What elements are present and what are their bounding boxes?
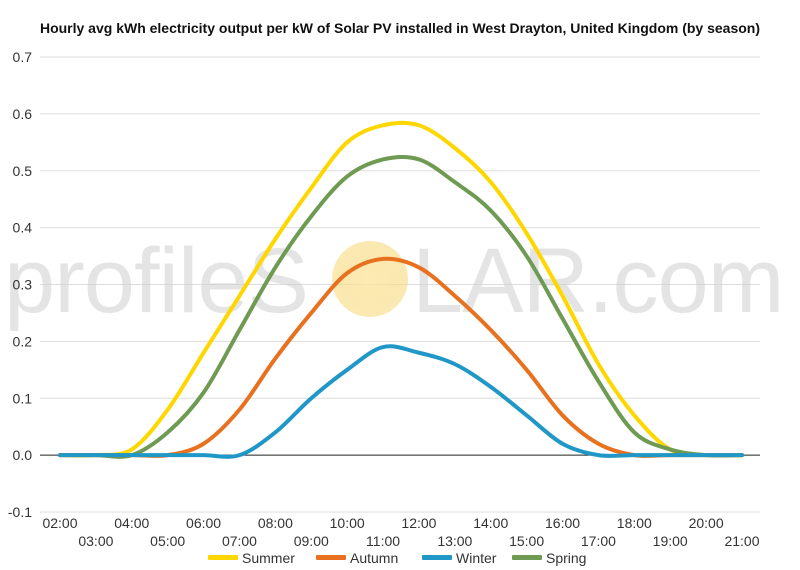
legend-label-autumn: Autumn <box>350 550 398 566</box>
series-line-summer <box>58 120 744 458</box>
x-tick-label: 12:00 <box>401 515 436 531</box>
x-tick-label: 08:00 <box>258 515 293 531</box>
x-tick-label: 04:00 <box>114 515 149 531</box>
legend-label-spring: Spring <box>546 550 586 566</box>
chart-title: Hourly avg kWh electricity output per kW… <box>40 20 760 36</box>
legend-swatch-spring <box>512 555 542 560</box>
watermark: profileS LAR.com <box>4 230 784 332</box>
series-line-winter <box>58 344 744 459</box>
x-tick-label: 15:00 <box>509 533 544 549</box>
legend-swatch-winter <box>422 555 452 560</box>
x-tick-label: 10:00 <box>330 515 365 531</box>
x-axis: 02:0003:0004:0005:0006:0007:0008:0009:00… <box>42 515 759 549</box>
x-tick-label: 17:00 <box>581 533 616 549</box>
y-tick-label: 0.1 <box>13 390 33 406</box>
legend-swatch-summer <box>208 555 238 560</box>
y-tick-label: 0.4 <box>13 220 33 236</box>
x-tick-label: 18:00 <box>617 515 652 531</box>
x-tick-label: 16:00 <box>545 515 580 531</box>
legend-swatch-autumn <box>316 555 346 560</box>
x-tick-label: 03:00 <box>78 533 113 549</box>
y-tick-label: 0.7 <box>13 49 33 65</box>
x-tick-label: 07:00 <box>222 533 257 549</box>
y-axis: -0.1 0.0 0.1 0.2 0.3 0.4 0.5 0.6 0.7 <box>8 49 32 520</box>
x-tick-label: 11:00 <box>366 533 400 549</box>
y-tick-label: 0.0 <box>13 447 33 463</box>
legend: Summer Autumn Winter Spring <box>208 550 586 566</box>
watermark-text-left: profileS <box>4 230 308 332</box>
y-tick-label: -0.1 <box>8 504 32 520</box>
x-tick-label: 20:00 <box>689 515 724 531</box>
series-line-spring <box>58 154 744 459</box>
legend-label-summer: Summer <box>242 550 295 566</box>
x-tick-label: 06:00 <box>186 515 221 531</box>
x-tick-label: 19:00 <box>653 533 688 549</box>
legend-label-winter: Winter <box>456 550 497 566</box>
y-tick-label: 0.2 <box>13 333 33 349</box>
y-tick-label: 0.5 <box>13 163 33 179</box>
x-tick-label: 21:00 <box>724 533 759 549</box>
watermark-sun-icon <box>332 241 408 317</box>
y-tick-label: 0.6 <box>13 106 33 122</box>
x-tick-label: 14:00 <box>473 515 508 531</box>
x-tick-label: 09:00 <box>294 533 329 549</box>
x-tick-label: 02:00 <box>42 515 77 531</box>
watermark-text-right: LAR.com <box>412 230 783 332</box>
x-tick-label: 13:00 <box>437 533 472 549</box>
x-tick-label: 05:00 <box>150 533 185 549</box>
series-lines <box>58 120 744 459</box>
y-tick-label: 0.3 <box>13 277 33 293</box>
